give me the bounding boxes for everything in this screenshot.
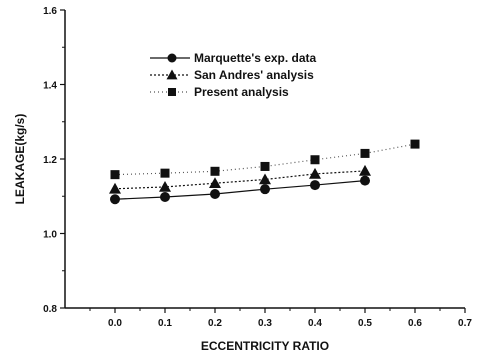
square-marker (168, 88, 176, 96)
triangle-marker (259, 173, 271, 185)
square-marker (310, 155, 320, 165)
legend: Marquette's exp. data San Andres' analysi… (150, 51, 317, 99)
x-tick-label: 0.7 (458, 318, 472, 329)
x-tick-label: 0.4 (308, 318, 322, 329)
circle-marker (160, 191, 170, 202)
series-layer (109, 139, 420, 205)
y-tick-label: 1.0 (43, 230, 57, 241)
x-tick-label: 0.5 (358, 318, 372, 329)
circle-marker (310, 180, 320, 191)
y-tick-label: 1.2 (43, 155, 57, 166)
series-circle (110, 175, 370, 205)
y-axis-title: LEAKAGE(kg/s) (13, 114, 27, 205)
x-tick-label: 0.3 (258, 318, 272, 329)
x-tick-label: 0.0 (108, 318, 122, 329)
square-marker (160, 168, 170, 178)
ticks: 0.0 0.1 0.2 0.3 0.4 0.5 0.6 0.7 0.8 1.0 1.2 1.4 1.6 (43, 6, 472, 329)
square-marker (110, 170, 120, 180)
circle-marker (360, 175, 370, 186)
square-marker (210, 166, 220, 176)
square-marker (260, 161, 270, 171)
y-tick-label: 1.4 (43, 81, 57, 92)
circle-marker (167, 53, 177, 63)
triangle-marker (309, 167, 321, 179)
legend-label: Present analysis (194, 85, 289, 99)
series-triangle (109, 164, 371, 194)
triangle-marker (359, 164, 371, 176)
x-tick-label: 0.1 (158, 318, 172, 329)
legend-label: Marquette's exp. data (194, 51, 317, 65)
circle-marker (260, 184, 270, 195)
triangle-marker (159, 180, 171, 192)
x-tick-label: 0.2 (208, 318, 222, 329)
x-tick-label: 0.6 (408, 318, 422, 329)
y-tick-label: 0.8 (43, 304, 57, 315)
triangle-marker (209, 177, 221, 189)
y-tick-label: 1.6 (43, 6, 57, 17)
series-square (110, 139, 420, 180)
square-marker (360, 148, 370, 158)
legend-label: San Andres' analysis (194, 68, 314, 82)
series-line (114, 170, 366, 190)
square-marker (410, 139, 420, 149)
triangle-marker (166, 69, 178, 80)
triangle-marker (109, 182, 121, 194)
circle-marker (210, 189, 220, 200)
circle-marker (110, 194, 120, 205)
series-line (114, 180, 366, 200)
x-axis-title: ECCENTRICITY RATIO (201, 339, 329, 353)
